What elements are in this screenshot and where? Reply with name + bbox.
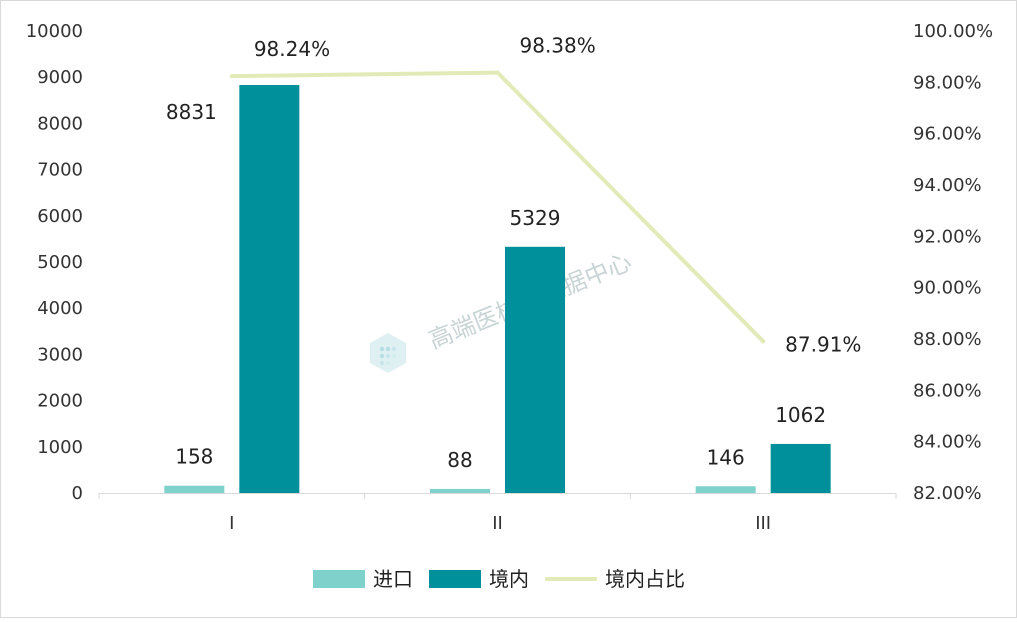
right-axis-tick-label: 100.00% [913,21,993,42]
left-axis-tick-label: 3000 [37,344,83,365]
legend-label: 境内 [489,567,529,591]
bar-data-label: 1062 [775,403,826,427]
bar-境内 [239,85,300,493]
bar-境内 [770,443,831,493]
line-data-label: 87.91% [785,332,861,356]
legend-swatch [429,570,481,588]
line-point [761,339,766,344]
category-label: I [229,513,234,534]
bar-data-label: 158 [175,445,213,469]
right-axis-tick-label: 88.00% [913,329,982,350]
bar-data-label: 88 [447,448,472,472]
left-axis-tick-label: 6000 [37,206,83,227]
left-axis-tick-label: 8000 [37,113,83,134]
bar-data-label: 8831 [166,100,217,124]
legend: 进口 境内 境内占比 [313,567,685,591]
bars [164,85,831,493]
right-axis-tick-label: 86.00% [913,380,982,401]
left-axis-tick-label: 10000 [26,21,83,42]
category-label: II [492,513,503,534]
category-label: III [755,513,771,534]
legend-label: 境内占比 [605,567,685,591]
right-axis-tick-label: 98.00% [913,72,982,93]
right-axis-tick-label: 96.00% [913,124,982,145]
line-data-label: 98.24% [254,37,330,61]
right-axis-tick-label: 82.00% [913,483,982,504]
bar-data-label: 5329 [510,206,561,230]
data-labels: 158 88 146 8831 5329 1062 98.24% 98.38% 87.91% [166,34,862,472]
line-point [495,70,500,75]
watermark-logo-icon [370,333,406,373]
line-series [229,70,766,344]
left-axis-tick-label: 4000 [37,298,83,319]
right-axis-tick-label: 84.00% [913,432,982,453]
legend-swatch [313,570,365,588]
right-axis-tick-label: 94.00% [913,175,982,196]
left-axis-tick-label: 2000 [37,391,83,412]
bar-data-label: 146 [707,445,745,469]
line-data-label: 98.38% [520,34,596,58]
left-axis-tick-label: 5000 [37,252,83,273]
left-axis-tick-label: 9000 [37,67,83,88]
watermark: 高端医械院数据中心 [370,248,636,373]
line-point [229,74,234,79]
axes: 0 1000 2000 3000 4000 5000 6000 7000 8000 9000 100… [26,21,993,534]
left-axis-tick-label: 1000 [37,437,83,458]
bar-境内 [505,246,565,493]
left-axis-tick-label: 7000 [37,160,83,181]
bar-进口 [164,485,225,493]
right-axis-tick-label: 92.00% [913,226,982,247]
right-axis-tick-label: 90.00% [913,278,982,299]
bar-进口 [695,486,756,493]
legend-label: 进口 [373,567,413,591]
bar-进口 [430,488,490,493]
left-axis-tick-label: 0 [72,483,83,504]
